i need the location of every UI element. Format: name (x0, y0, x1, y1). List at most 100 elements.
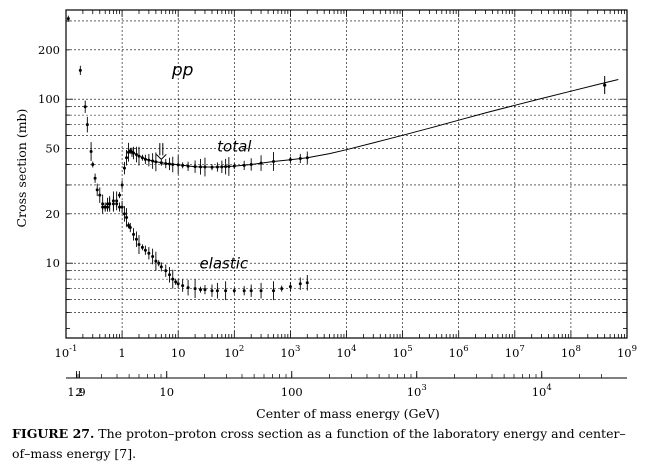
total-point (227, 164, 231, 168)
total-point (115, 199, 119, 203)
total-point (93, 176, 97, 180)
elastic-point (147, 251, 151, 255)
high-energy-point (603, 83, 607, 87)
annotation-elastic: elastic (199, 254, 248, 272)
elastic-point (126, 223, 130, 227)
total-point (272, 160, 276, 164)
y-axis-label: Cross section (mb) (14, 109, 29, 228)
total-point (249, 162, 253, 166)
total-point (95, 188, 99, 192)
total-point (122, 166, 126, 170)
tick-label-y: 20 (45, 207, 60, 221)
annotation-total: total (217, 138, 252, 156)
tick-label-top: 105 (393, 344, 413, 360)
tick-label-top: 1 (118, 346, 125, 360)
elastic-point (176, 282, 180, 286)
total-point (98, 193, 102, 197)
total-point (186, 164, 190, 168)
total-point (137, 154, 141, 158)
elastic-point (122, 212, 126, 216)
total-point (298, 157, 302, 161)
annotation-pp: pp (171, 60, 194, 80)
total-point (168, 162, 172, 166)
elastic-point (242, 289, 246, 293)
bottom-axis: 1.92 10 100 103 104 (66, 371, 627, 399)
elastic-point (125, 216, 129, 220)
elastic-point (224, 289, 228, 293)
total-point (193, 165, 197, 169)
elastic-point (305, 281, 309, 285)
tick-label-top: 10-1 (55, 344, 78, 360)
elastic-point (115, 202, 119, 206)
elastic-point (168, 273, 172, 277)
elastic-point (193, 287, 197, 291)
elastic-point (171, 277, 175, 281)
total-point (224, 165, 228, 169)
tick-label-y: 10 (45, 256, 60, 270)
data-series (66, 15, 619, 301)
elastic-point (128, 226, 132, 230)
elastic-point (111, 199, 115, 203)
tick-label-top: 109 (617, 344, 637, 360)
total-point (203, 165, 207, 169)
total-point (181, 163, 185, 167)
elastic-point (298, 282, 302, 286)
elastic-point (108, 202, 112, 206)
total-point (132, 151, 136, 155)
fit-curve (138, 79, 619, 168)
tick-label-bottom: 103 (407, 383, 427, 399)
total-point (101, 202, 105, 206)
tick-label-top: 10 (171, 346, 186, 360)
elastic-point (186, 286, 190, 290)
tick-label-top: 108 (561, 344, 581, 360)
figure-caption: FIGURE 27. The proton–proton cross secti… (12, 424, 640, 464)
tick-label-top: 107 (505, 344, 525, 360)
elastic-point (272, 289, 276, 293)
tick-label-top: 102 (224, 344, 244, 360)
tick-label-y: 200 (38, 43, 60, 57)
total-point (154, 160, 158, 164)
total-point (134, 153, 138, 157)
total-point (140, 156, 144, 160)
elastic-point (249, 289, 253, 293)
x-axis-label-bottom: Center of mass energy (GeV) (256, 406, 440, 420)
elastic-point (203, 288, 207, 292)
elastic-point (181, 284, 185, 288)
total-point (305, 156, 309, 160)
caption-label: FIGURE 27. (12, 426, 95, 441)
elastic-point (120, 205, 124, 209)
elastic-point (118, 205, 122, 209)
total-point (176, 163, 180, 167)
caption-text: The proton–proton cross section as a fun… (12, 426, 626, 461)
elastic-point (288, 285, 292, 289)
total-point (85, 123, 89, 127)
total-point (147, 158, 151, 162)
arrow-head (155, 153, 167, 161)
total-point (89, 150, 93, 154)
elastic-point (164, 269, 168, 273)
total-point (232, 164, 236, 168)
elastic-point (140, 245, 144, 249)
tick-label-bottom: 1.9 (67, 385, 85, 399)
tick-label-y: 50 (45, 142, 60, 156)
elastic-point (103, 205, 107, 209)
elastic-point (154, 259, 158, 263)
elastic-point (159, 265, 163, 269)
elastic-point (157, 261, 161, 265)
elastic-point (199, 288, 203, 292)
total-point (288, 158, 292, 162)
elastic-point (259, 289, 263, 293)
elastic-point (132, 232, 136, 236)
elastic-point (134, 237, 138, 241)
total-point (143, 157, 147, 161)
annotations: pp total elastic (155, 60, 252, 272)
elastic-point (143, 248, 147, 252)
total-point (159, 161, 163, 165)
total-point (120, 183, 124, 187)
elastic-point (106, 202, 110, 206)
elastic-point (210, 289, 214, 293)
elastic-point (151, 254, 155, 258)
total-point (83, 105, 87, 109)
cross-section-figure: 10-1 1 10 102 103 104 105 106 107 108 109 1.92 10 10… (14, 9, 637, 420)
total-point (66, 17, 70, 21)
